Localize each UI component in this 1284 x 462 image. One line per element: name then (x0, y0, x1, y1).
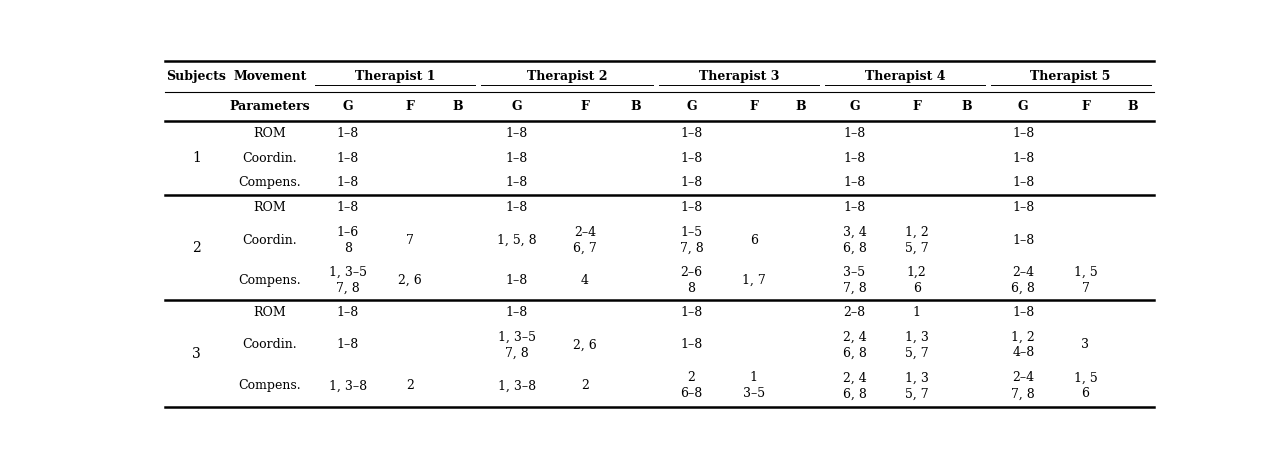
Text: 1, 3–8: 1, 3–8 (329, 379, 367, 392)
Text: 1–8: 1–8 (681, 127, 702, 140)
Text: 1, 3–5
7, 8: 1, 3–5 7, 8 (498, 330, 535, 359)
Text: 1–8: 1–8 (1012, 306, 1035, 319)
Text: 2–4
6, 7: 2–4 6, 7 (573, 225, 597, 255)
Text: 1–8: 1–8 (681, 152, 702, 164)
Text: 1–8: 1–8 (336, 201, 360, 214)
Text: 1, 3
5, 7: 1, 3 5, 7 (905, 330, 928, 359)
Text: 3: 3 (1081, 339, 1090, 352)
Text: 1–8: 1–8 (336, 176, 360, 189)
Text: 2–8: 2–8 (844, 306, 865, 319)
Text: G: G (849, 100, 860, 113)
Text: 1–6
8: 1–6 8 (336, 225, 360, 255)
Text: G: G (686, 100, 697, 113)
Text: 1, 2
5, 7: 1, 2 5, 7 (905, 225, 928, 255)
Text: 2, 6: 2, 6 (573, 339, 597, 352)
Text: 1–8: 1–8 (681, 176, 702, 189)
Text: F: F (580, 100, 589, 113)
Text: B: B (962, 100, 972, 113)
Text: 1–8: 1–8 (506, 127, 528, 140)
Text: 1–8: 1–8 (844, 127, 865, 140)
Text: 3–5
7, 8: 3–5 7, 8 (842, 266, 867, 295)
Text: Subjects: Subjects (167, 70, 226, 83)
Text: ROM: ROM (253, 201, 286, 214)
Text: 1–5
7, 8: 1–5 7, 8 (679, 225, 704, 255)
Text: Therapist 3: Therapist 3 (698, 70, 779, 83)
Text: 2: 2 (580, 379, 589, 392)
Text: G: G (1018, 100, 1028, 113)
Text: 1: 1 (913, 306, 921, 319)
Text: 2–4
6, 8: 2–4 6, 8 (1012, 266, 1035, 295)
Text: 1–8: 1–8 (506, 176, 528, 189)
Text: 7: 7 (406, 233, 413, 247)
Text: 1, 3–5
7, 8: 1, 3–5 7, 8 (329, 266, 367, 295)
Text: B: B (796, 100, 806, 113)
Text: 1–8: 1–8 (1012, 127, 1035, 140)
Text: 4: 4 (580, 274, 589, 286)
Text: 1, 7: 1, 7 (742, 274, 765, 286)
Text: Parameters: Parameters (230, 100, 309, 113)
Text: 1, 3–8: 1, 3–8 (498, 379, 535, 392)
Text: 1–8: 1–8 (844, 152, 865, 164)
Text: 1–8: 1–8 (506, 201, 528, 214)
Text: G: G (343, 100, 353, 113)
Text: 2–4
7, 8: 2–4 7, 8 (1012, 371, 1035, 401)
Text: 1–8: 1–8 (336, 152, 360, 164)
Text: F: F (912, 100, 921, 113)
Text: 3: 3 (191, 346, 200, 360)
Text: 1–8: 1–8 (1012, 152, 1035, 164)
Text: 2: 2 (406, 379, 413, 392)
Text: 2, 4
6, 8: 2, 4 6, 8 (842, 330, 867, 359)
Text: 1–8: 1–8 (681, 306, 702, 319)
Text: 2: 2 (191, 241, 200, 255)
Text: 2, 4
6, 8: 2, 4 6, 8 (842, 371, 867, 401)
Text: 1–8: 1–8 (1012, 233, 1035, 247)
Text: 1, 3
5, 7: 1, 3 5, 7 (905, 371, 928, 401)
Text: 1–8: 1–8 (681, 339, 702, 352)
Text: B: B (1127, 100, 1138, 113)
Text: 1, 5
6: 1, 5 6 (1073, 371, 1098, 401)
Text: ROM: ROM (253, 127, 286, 140)
Text: 1,2
6: 1,2 6 (907, 266, 927, 295)
Text: 1–8: 1–8 (336, 306, 360, 319)
Text: Therapist 1: Therapist 1 (356, 70, 435, 83)
Text: 1–8: 1–8 (844, 176, 865, 189)
Text: 6: 6 (750, 233, 758, 247)
Text: 1, 2
4–8: 1, 2 4–8 (1012, 330, 1035, 359)
Text: 1–8: 1–8 (1012, 201, 1035, 214)
Text: 2
6–8: 2 6–8 (681, 371, 702, 401)
Text: 1
3–5: 1 3–5 (742, 371, 765, 401)
Text: 1–8: 1–8 (336, 339, 360, 352)
Text: F: F (750, 100, 758, 113)
Text: Coordin.: Coordin. (243, 233, 297, 247)
Text: 2–6
8: 2–6 8 (681, 266, 702, 295)
Text: 1–8: 1–8 (681, 201, 702, 214)
Text: G: G (511, 100, 523, 113)
Text: Coordin.: Coordin. (243, 152, 297, 164)
Text: ROM: ROM (253, 306, 286, 319)
Text: Therapist 4: Therapist 4 (864, 70, 945, 83)
Text: B: B (452, 100, 462, 113)
Text: 2, 6: 2, 6 (398, 274, 422, 286)
Text: F: F (1081, 100, 1090, 113)
Text: 1, 5
7: 1, 5 7 (1073, 266, 1098, 295)
Text: Compens.: Compens. (239, 379, 300, 392)
Text: 3, 4
6, 8: 3, 4 6, 8 (842, 225, 867, 255)
Text: Movement: Movement (234, 70, 307, 83)
Text: F: F (406, 100, 415, 113)
Text: 1–8: 1–8 (336, 127, 360, 140)
Text: Compens.: Compens. (239, 274, 300, 286)
Text: 1–8: 1–8 (844, 201, 865, 214)
Text: Therapist 5: Therapist 5 (1031, 70, 1111, 83)
Text: Coordin.: Coordin. (243, 339, 297, 352)
Text: B: B (630, 100, 641, 113)
Text: 1–8: 1–8 (1012, 176, 1035, 189)
Text: 1–8: 1–8 (506, 274, 528, 286)
Text: 1–8: 1–8 (506, 152, 528, 164)
Text: 1–8: 1–8 (506, 306, 528, 319)
Text: Compens.: Compens. (239, 176, 300, 189)
Text: 1: 1 (191, 151, 200, 165)
Text: 1, 5, 8: 1, 5, 8 (497, 233, 537, 247)
Text: Therapist 2: Therapist 2 (526, 70, 607, 83)
